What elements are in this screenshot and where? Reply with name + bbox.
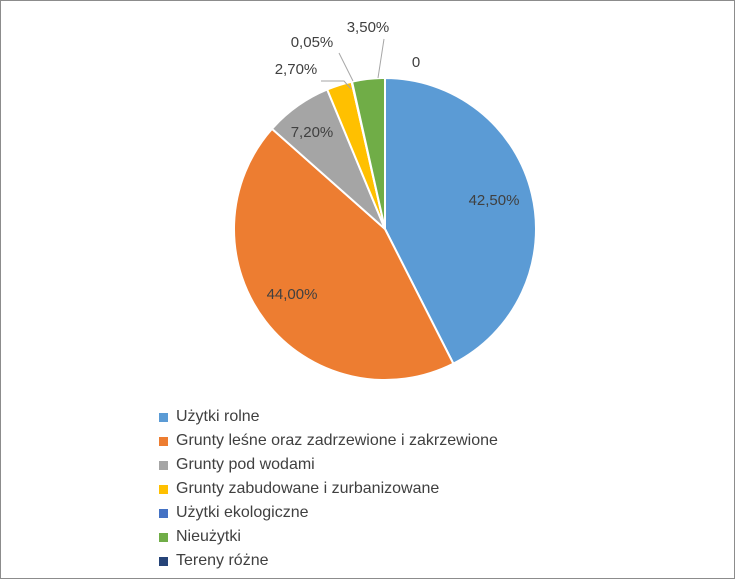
- data-label: 3,50%: [347, 19, 390, 36]
- data-label: 2,70%: [275, 61, 318, 78]
- legend-item: Użytki rolne: [159, 405, 498, 429]
- leader-line: [377, 38, 385, 79]
- legend-item: Nieużytki: [159, 525, 498, 549]
- legend-swatch: [159, 484, 168, 494]
- legend-item: Grunty pod wodami: [159, 453, 498, 477]
- legend-swatch: [159, 412, 168, 422]
- pie-slice: [350, 76, 386, 230]
- legend-label: Grunty zabudowane i zurbanizowane: [176, 480, 440, 497]
- pie-slice: [384, 76, 537, 365]
- legend-label: Grunty pod wodami: [176, 456, 315, 473]
- data-label: 42,50%: [469, 192, 520, 209]
- legend-label: Tereny różne: [176, 552, 269, 569]
- pie-slice: [233, 127, 455, 381]
- legend-label: Użytki rolne: [176, 408, 260, 425]
- data-label: 0,05%: [291, 34, 334, 51]
- data-label: 44,00%: [267, 286, 318, 303]
- legend-swatch: [159, 436, 168, 446]
- data-label: 7,20%: [291, 124, 334, 141]
- chart-legend: Użytki rolne Grunty leśne oraz zadrzewion…: [159, 405, 498, 573]
- legend-label: Użytki ekologiczne: [176, 504, 309, 521]
- leader-line: [338, 52, 354, 82]
- legend-swatch: [159, 532, 168, 542]
- legend-swatch: [159, 460, 168, 470]
- legend-swatch: [159, 508, 168, 518]
- legend-swatch: [159, 556, 168, 566]
- data-label: 0: [412, 54, 420, 71]
- legend-label: Nieużytki: [176, 528, 241, 545]
- leader-line: [321, 80, 352, 90]
- legend-item: Tereny różne: [159, 549, 498, 573]
- legend-item: Grunty zabudowane i zurbanizowane: [159, 477, 498, 501]
- legend-label: Grunty leśne oraz zadrzewione i zakrzewi…: [176, 432, 498, 449]
- legend-item: Użytki ekologiczne: [159, 501, 498, 525]
- pie-chart: 42,50% 44,00% 7,20% 2,70% 0,05% 3,50% 0: [233, 19, 537, 381]
- legend-item: Grunty leśne oraz zadrzewione i zakrzewi…: [159, 429, 498, 453]
